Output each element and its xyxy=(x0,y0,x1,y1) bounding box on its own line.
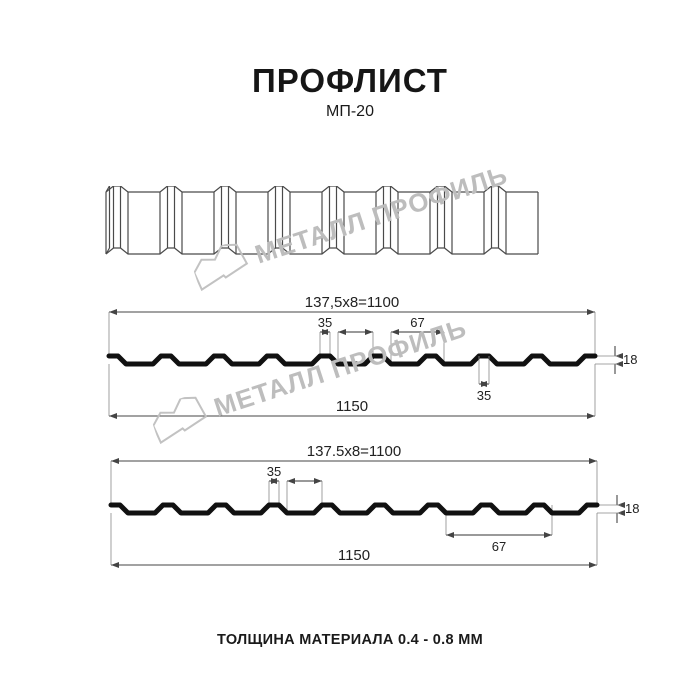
svg-text:18: 18 xyxy=(623,352,637,367)
svg-text:18: 18 xyxy=(625,501,639,516)
svg-text:35: 35 xyxy=(318,315,332,330)
svg-text:137,5x8=1100: 137,5x8=1100 xyxy=(305,294,399,311)
svg-text:35: 35 xyxy=(267,464,281,479)
svg-text:137.5x8=1100: 137.5x8=1100 xyxy=(307,443,401,460)
svg-text:67: 67 xyxy=(492,539,506,554)
svg-text:1150: 1150 xyxy=(336,398,368,415)
svg-text:35: 35 xyxy=(477,388,491,403)
svg-text:1150: 1150 xyxy=(338,547,370,564)
